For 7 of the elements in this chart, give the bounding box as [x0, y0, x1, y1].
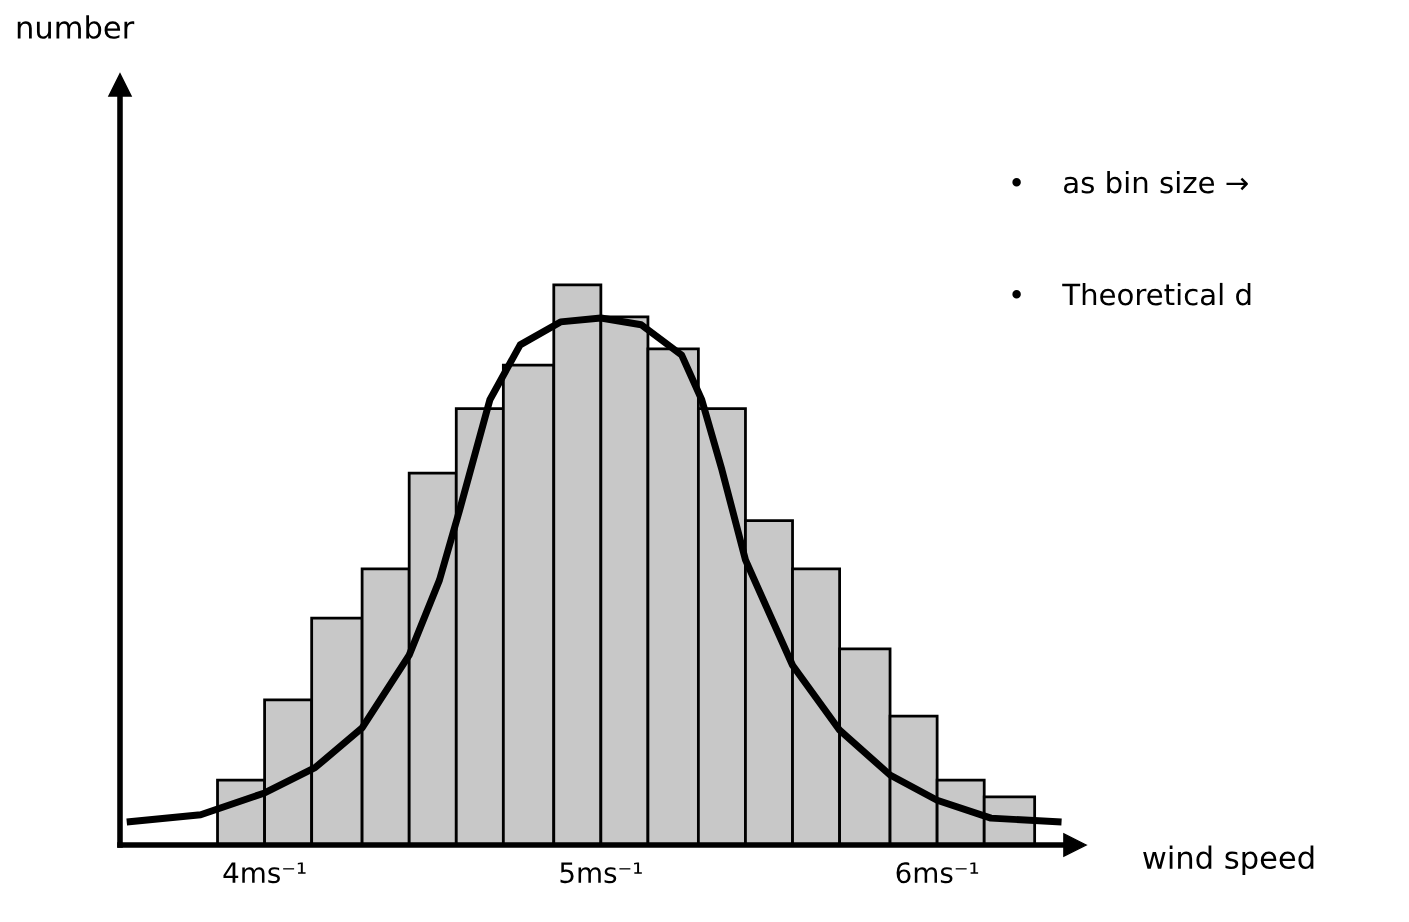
- text: number: [17, 15, 135, 39]
- x-axis-title: wind speed: [1143, 845, 1314, 875]
- x-tick-label: 6ms⁻¹: [896, 862, 979, 884]
- x-tick-label: 5ms⁻¹: [560, 862, 642, 884]
- x-tick-label: 4ms⁻¹: [223, 862, 306, 884]
- text: • as bin size →: [1012, 170, 1248, 194]
- annotation: • Theoretical d: [1012, 282, 1251, 306]
